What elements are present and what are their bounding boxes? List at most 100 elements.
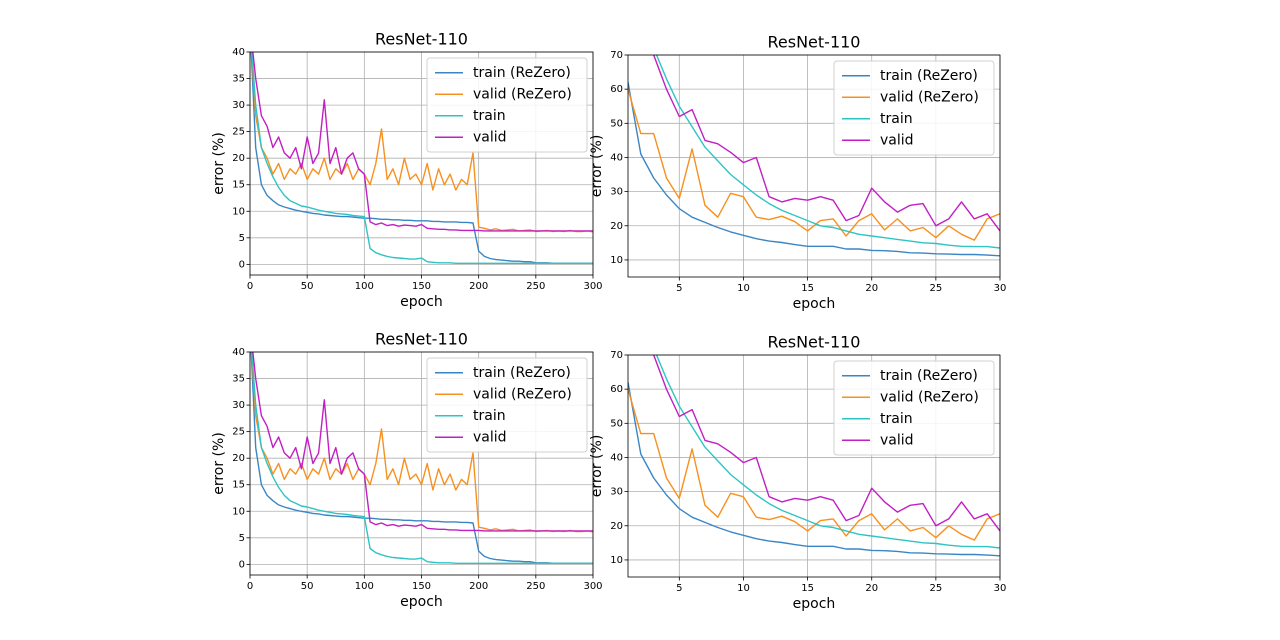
x-tick-label: 200: [469, 581, 488, 592]
legend-label: valid (ReZero): [473, 86, 572, 102]
y-tick-label: 10: [232, 506, 245, 517]
y-tick-label: 30: [232, 400, 245, 411]
x-tick-label: 250: [526, 281, 545, 292]
legend-label: valid (ReZero): [473, 386, 572, 402]
legend-label: train: [880, 111, 913, 127]
x-tick-label: 5: [676, 283, 682, 294]
legend-label: train: [473, 408, 506, 424]
x-tick-label: 200: [469, 281, 488, 292]
y-axis-label: error (%): [211, 132, 227, 195]
legend-label: train: [473, 108, 506, 124]
y-tick-label: 30: [232, 100, 245, 111]
x-tick-label: 20: [865, 583, 878, 594]
x-tick-label: 100: [355, 281, 374, 292]
y-tick-label: 5: [239, 533, 245, 544]
x-axis-label: epoch: [400, 294, 443, 310]
series-line: [652, 355, 1000, 532]
axes-frame: [627, 354, 1001, 578]
legend-box: [426, 57, 588, 153]
legend-label: train (ReZero): [880, 68, 978, 84]
y-tick-label: 10: [610, 555, 623, 566]
y-tick-label: 25: [232, 427, 245, 438]
legend: train (ReZero) valid (ReZero) train valid: [833, 60, 995, 156]
x-tick-label: 300: [583, 581, 602, 592]
legend-label: valid: [473, 129, 507, 145]
legend-label: valid: [880, 132, 914, 148]
legend-label: train: [880, 411, 913, 427]
x-tick-label: 15: [801, 583, 814, 594]
x-tick-label: 50: [301, 581, 314, 592]
y-tick-label: 25: [232, 127, 245, 138]
y-tick-label: 30: [610, 187, 623, 198]
series-line: [628, 382, 1000, 557]
subplot: 0 5 10 15 20 25 30 35 40 0 50 100 150 200 250 300 ResNet…: [211, 330, 603, 611]
x-tick-label: 15: [801, 283, 814, 294]
series-line: [628, 82, 1000, 257]
y-tick-label: 20: [232, 453, 245, 464]
axes-frame: [249, 351, 594, 576]
legend-label: train (ReZero): [473, 365, 571, 381]
series-line: [252, 352, 593, 532]
subplot: 0 5 10 15 20 25 30 35 40 0 50 100 150 200 250 300 ResNet…: [211, 30, 603, 311]
legend-box: [426, 357, 588, 453]
x-axis-label: epoch: [793, 296, 836, 312]
legend: train (ReZero) valid (ReZero) train valid: [833, 360, 995, 456]
legend-label: valid (ReZero): [880, 389, 979, 405]
series-line: [652, 55, 1000, 232]
legend-label: train (ReZero): [473, 65, 571, 81]
chart-title: ResNet-110: [375, 30, 468, 49]
y-tick-label: 70: [610, 350, 623, 361]
y-tick-label: 40: [610, 452, 623, 463]
y-tick-label: 40: [232, 47, 245, 58]
y-tick-label: 40: [232, 347, 245, 358]
y-tick-label: 15: [232, 480, 245, 491]
x-tick-label: 25: [929, 283, 942, 294]
x-axis-label: epoch: [793, 596, 836, 612]
y-tick-label: 5: [239, 233, 245, 244]
y-tick-label: 20: [610, 521, 623, 532]
y-axis-label: error (%): [589, 435, 605, 498]
x-tick-label: 30: [994, 583, 1007, 594]
x-axis-label: epoch: [400, 594, 443, 610]
y-tick-label: 35: [232, 374, 245, 385]
chart-title: ResNet-110: [768, 333, 861, 352]
legend-box: [833, 60, 995, 156]
x-tick-label: 5: [676, 583, 682, 594]
series-line: [655, 355, 1000, 549]
x-tick-label: 10: [737, 583, 750, 594]
x-tick-label: 0: [247, 581, 253, 592]
chart-title: ResNet-110: [768, 33, 861, 52]
series-line: [628, 389, 1000, 541]
y-axis-label: error (%): [211, 432, 227, 495]
y-tick-label: 60: [610, 384, 623, 395]
x-tick-label: 20: [865, 283, 878, 294]
y-tick-label: 0: [239, 259, 245, 270]
legend-label: valid (ReZero): [880, 89, 979, 105]
chart-title: ResNet-110: [375, 330, 468, 349]
x-tick-label: 30: [994, 283, 1007, 294]
series-line: [628, 89, 1000, 241]
legend-label: train (ReZero): [880, 368, 978, 384]
y-tick-label: 30: [610, 487, 623, 498]
series-group: [628, 355, 1000, 557]
legend: train (ReZero) valid (ReZero) train valid: [426, 57, 588, 153]
y-tick-label: 15: [232, 180, 245, 191]
x-tick-label: 25: [929, 583, 942, 594]
x-tick-label: 10: [737, 283, 750, 294]
subplot: 10 20 30 40 50 60 70 5 10 15 20 25 30 ResNet-110 epoch…: [589, 33, 1007, 313]
y-tick-label: 0: [239, 559, 245, 570]
y-tick-label: 50: [610, 418, 623, 429]
x-tick-label: 150: [412, 281, 431, 292]
axes-frame: [249, 51, 594, 276]
y-tick-label: 60: [610, 84, 623, 95]
y-tick-label: 70: [610, 50, 623, 61]
y-tick-label: 35: [232, 74, 245, 85]
legend-label: valid: [880, 432, 914, 448]
series-line: [655, 55, 1000, 249]
x-tick-label: 250: [526, 581, 545, 592]
x-tick-label: 50: [301, 281, 314, 292]
series-line: [252, 52, 593, 232]
y-tick-label: 20: [232, 153, 245, 164]
x-tick-label: 150: [412, 581, 431, 592]
